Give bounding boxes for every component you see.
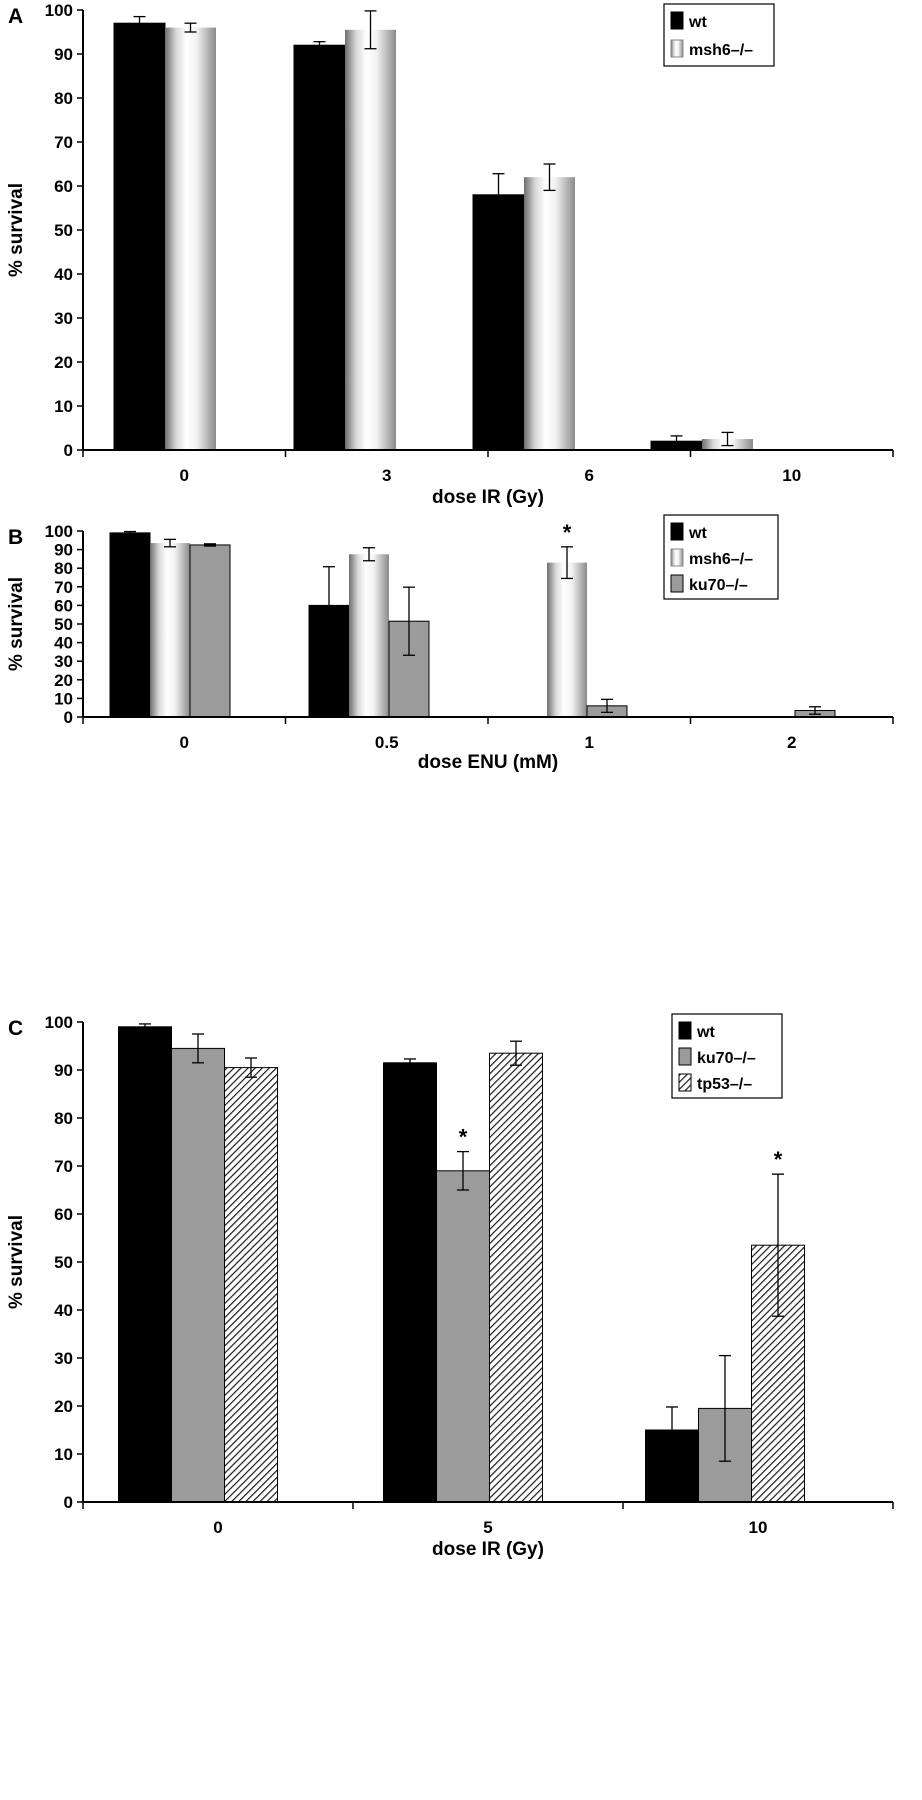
bar	[113, 22, 166, 451]
legend-label: wt	[688, 14, 707, 31]
legend-swatch	[670, 39, 684, 58]
bar	[224, 1067, 278, 1503]
bar	[171, 1047, 225, 1503]
x-tick-label: 5	[483, 1518, 492, 1537]
significance-marker: *	[459, 1125, 468, 1150]
y-tick-label: 30	[54, 652, 73, 671]
y-tick-label: 100	[45, 1, 73, 20]
y-tick-label: 60	[54, 177, 73, 196]
legend: wt msh6–/–	[663, 3, 775, 67]
y-tick-label: 70	[54, 1157, 73, 1176]
y-tick-label: 90	[54, 45, 73, 64]
significance-marker: *	[563, 520, 572, 545]
legend-label: msh6–/–	[689, 551, 753, 568]
y-tick-label: 10	[54, 689, 73, 708]
y-axis-title: % survival	[6, 183, 27, 277]
bar	[118, 1026, 172, 1503]
x-tick-label: 1	[585, 733, 594, 752]
x-tick-label: 6	[585, 466, 594, 485]
y-tick-label: 60	[54, 596, 73, 615]
y-tick-label: 90	[54, 1061, 73, 1080]
bar	[383, 1062, 437, 1503]
legend-swatch	[678, 1047, 692, 1066]
x-tick-label: 2	[787, 733, 796, 752]
legend-label: msh6–/–	[689, 42, 753, 59]
y-tick-label: 80	[54, 89, 73, 108]
legend-swatch	[670, 574, 684, 593]
legend-swatch	[678, 1021, 692, 1040]
panel-a: A 0 10 20 30 40 50 60 70 80 90 100 % survival 0 3 6 10 do…	[6, 1, 894, 508]
legend-swatch	[670, 548, 684, 567]
y-tick-label: 0	[64, 441, 73, 460]
bar	[436, 1170, 490, 1503]
y-axis-title: % survival	[6, 1215, 27, 1309]
x-axis-title: dose ENU (mM)	[418, 752, 558, 773]
legend-swatch	[670, 11, 684, 30]
panel-c: C 0 10 20 30 40 50 60 70 80 90 100 % survival 0 5 10 dos…	[6, 1013, 894, 1560]
y-tick-label: 10	[54, 397, 73, 416]
y-tick-label: 90	[54, 541, 73, 560]
y-tick-label: 20	[54, 353, 73, 372]
x-tick-label: 0	[180, 733, 189, 752]
significance-marker: *	[774, 1147, 783, 1172]
legend-swatch	[670, 522, 684, 541]
y-tick-label: 50	[54, 615, 73, 634]
y-tick-label: 80	[54, 1109, 73, 1128]
x-tick-label: 3	[382, 466, 391, 485]
x-axis-title: dose IR (Gy)	[432, 1539, 544, 1560]
y-tick-label: 10	[54, 1445, 73, 1464]
legend-label: ku70–/–	[697, 1050, 756, 1067]
y-tick-label: 100	[45, 522, 73, 541]
bar	[472, 194, 525, 451]
y-tick-label: 0	[64, 708, 73, 727]
bar	[349, 554, 389, 717]
legend-label: ku70–/–	[689, 577, 748, 594]
panel-letter: A	[8, 5, 23, 28]
bar	[524, 177, 575, 450]
y-tick-label: 40	[54, 1301, 73, 1320]
x-tick-label: 10	[749, 1518, 768, 1537]
legend: wt msh6–/– ku70–/–	[663, 514, 779, 600]
y-tick-label: 80	[54, 559, 73, 578]
y-tick-label: 50	[54, 1253, 73, 1272]
bar	[165, 27, 216, 450]
x-axis-title: dose IR (Gy)	[432, 487, 544, 508]
bar	[189, 544, 231, 718]
y-tick-label: 40	[54, 265, 73, 284]
y-tick-label: 60	[54, 1205, 73, 1224]
legend-label: tp53–/–	[697, 1076, 752, 1093]
y-tick-label: 70	[54, 578, 73, 597]
bar	[109, 532, 151, 718]
legend-swatch	[678, 1073, 692, 1092]
y-tick-label: 70	[54, 133, 73, 152]
y-axis-title: % survival	[6, 577, 27, 671]
bar	[547, 562, 587, 717]
panel-letter: B	[8, 526, 23, 549]
y-tick-label: 0	[64, 1493, 73, 1512]
y-tick-label: 20	[54, 671, 73, 690]
bar	[345, 29, 396, 451]
legend-label: wt	[688, 525, 707, 542]
legend: wt ku70–/– tp53–/–	[671, 1013, 783, 1099]
y-tick-label: 40	[54, 634, 73, 653]
y-tick-label: 50	[54, 221, 73, 240]
panel-letter: C	[8, 1017, 23, 1040]
x-tick-label: 0.5	[375, 733, 399, 752]
bar	[293, 44, 346, 451]
y-tick-label: 100	[45, 1013, 73, 1032]
x-tick-label: 10	[782, 466, 801, 485]
y-tick-label: 20	[54, 1397, 73, 1416]
y-tick-label: 30	[54, 1349, 73, 1368]
bar	[150, 543, 190, 717]
bar	[489, 1052, 543, 1503]
legend-label: wt	[696, 1024, 715, 1041]
y-tick-label: 30	[54, 309, 73, 328]
x-tick-label: 0	[180, 466, 189, 485]
x-tick-label: 0	[213, 1518, 222, 1537]
